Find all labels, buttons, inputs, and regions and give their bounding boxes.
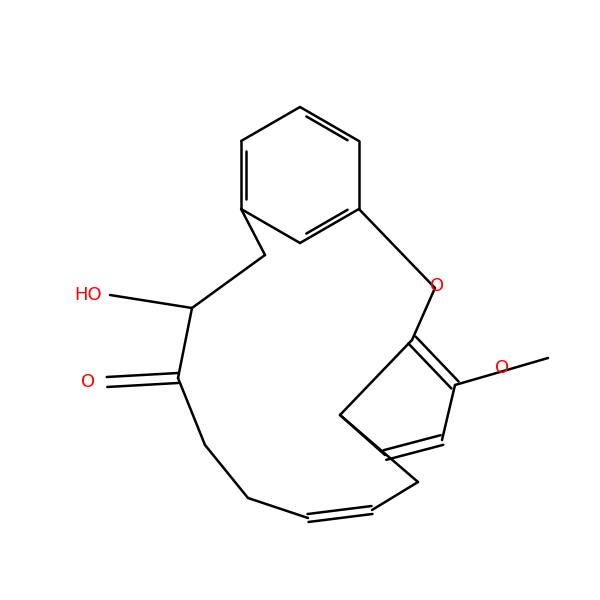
Text: O: O	[430, 277, 444, 295]
Text: O: O	[495, 359, 509, 377]
Text: HO: HO	[74, 286, 102, 304]
Text: O: O	[81, 373, 95, 391]
